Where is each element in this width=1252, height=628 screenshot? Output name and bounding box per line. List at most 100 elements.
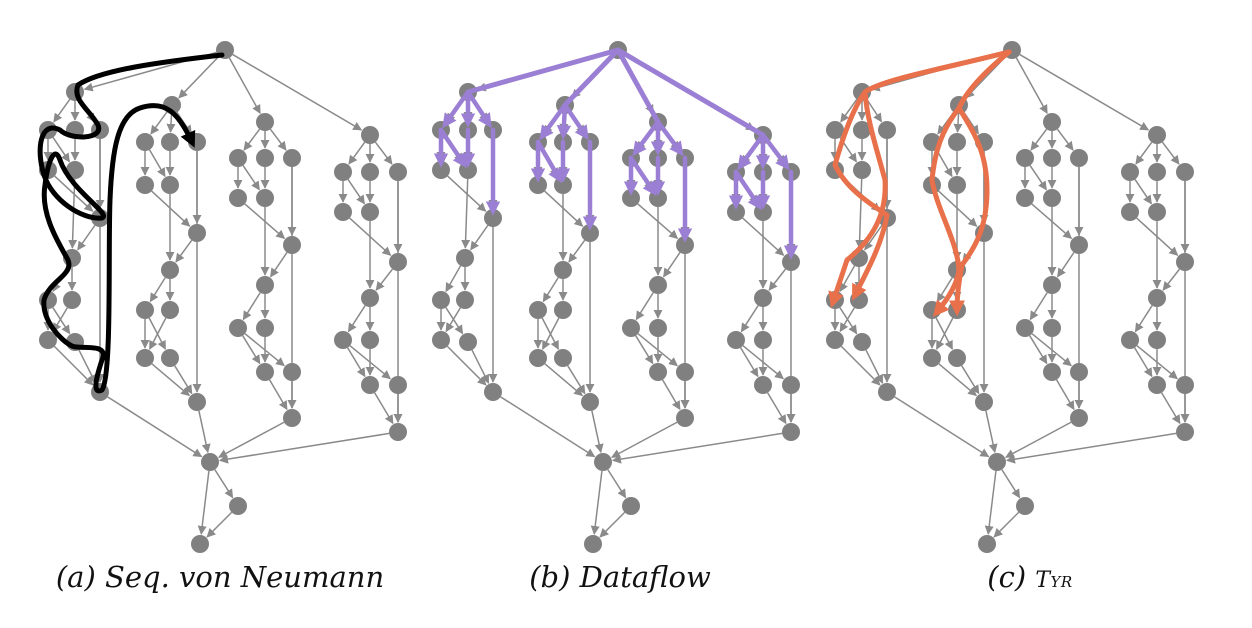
- caption-b-title: Dataflow: [579, 560, 711, 594]
- dag-node: [432, 291, 450, 309]
- dag-edge: [471, 349, 490, 384]
- dag-edge: [68, 178, 78, 249]
- dag-edge: [53, 345, 94, 386]
- dag-edge: [961, 365, 980, 395]
- dag-edge: [269, 252, 288, 278]
- dag-node: [1121, 203, 1139, 221]
- dag-edge: [1056, 252, 1075, 278]
- dag-node: [161, 261, 179, 279]
- dag-node: [948, 349, 966, 367]
- dag-edge: [346, 347, 366, 378]
- dag-edge: [1005, 432, 1177, 464]
- fanout-arrow: [535, 139, 562, 184]
- dag-edge: [567, 365, 586, 395]
- dag-edge: [500, 396, 596, 458]
- dag-node: [948, 176, 966, 194]
- dag-edge: [218, 421, 285, 458]
- dag-edge: [446, 345, 487, 386]
- dag-node: [283, 149, 301, 167]
- dag-node: [554, 261, 572, 279]
- dag-node: [1148, 163, 1166, 181]
- dag-edge: [232, 53, 363, 131]
- dag-edge: [348, 141, 366, 165]
- dag-edge: [768, 268, 787, 291]
- dag-node: [161, 133, 179, 151]
- dag-node: [432, 331, 450, 349]
- dag-edge: [840, 345, 881, 386]
- dag-edge: [445, 307, 464, 335]
- dag-node: [1176, 423, 1194, 441]
- dag-edge: [242, 165, 261, 191]
- caption-c: (c) Tyr: [880, 560, 1180, 604]
- dag-node: [727, 331, 745, 349]
- dag-node: [1176, 376, 1194, 394]
- dag-node: [361, 126, 379, 144]
- dag-edge: [1005, 421, 1072, 458]
- dag-node: [676, 409, 694, 427]
- dag-node: [622, 319, 640, 337]
- dag-node: [978, 535, 996, 553]
- fanout-branch: [615, 47, 661, 125]
- dag-edge: [214, 469, 234, 499]
- dag-edge: [1029, 165, 1048, 191]
- dag-node: [649, 276, 667, 294]
- dag-edge: [1135, 141, 1153, 165]
- dag-node: [649, 319, 667, 337]
- dag-edge: [607, 469, 627, 499]
- dag-node: [754, 376, 772, 394]
- dag-node: [459, 333, 477, 351]
- dag-edge: [839, 307, 858, 335]
- sequential-path-overlay: [37, 52, 225, 394]
- dag-node: [136, 349, 154, 367]
- dag-node: [1043, 189, 1061, 207]
- dag-edge: [840, 98, 858, 123]
- dag-edge: [635, 335, 654, 365]
- dag-node: [66, 161, 84, 179]
- dag-edge: [993, 511, 1020, 538]
- dag-edge: [1161, 141, 1180, 165]
- dag-edge: [269, 128, 287, 151]
- dag-node: [1176, 163, 1194, 181]
- dag-node: [1016, 189, 1034, 207]
- dag-edge: [1015, 57, 1048, 115]
- dag-edge: [544, 363, 584, 397]
- dag-edge: [1162, 268, 1181, 291]
- dag-edge: [1133, 347, 1153, 378]
- dag-node: [229, 149, 247, 167]
- dag-node: [853, 161, 871, 179]
- dag-node: [1148, 203, 1166, 221]
- dag-edge: [77, 224, 96, 251]
- parallel-path: [828, 49, 1012, 309]
- dag-edge: [611, 421, 678, 458]
- dag-edge: [148, 149, 166, 178]
- dag-edge: [228, 57, 261, 115]
- dag-node: [283, 409, 301, 427]
- dag-node: [361, 203, 379, 221]
- dag-edge: [611, 432, 783, 464]
- caption-a: (a) Seq. von Neumann: [30, 560, 410, 604]
- dag-edge: [52, 307, 71, 335]
- dag-edge: [591, 410, 604, 454]
- dag-edge: [739, 347, 759, 378]
- dag-node: [529, 301, 547, 319]
- dag-node: [484, 383, 502, 401]
- dag-node: [923, 349, 941, 367]
- dag-node: [361, 289, 379, 307]
- dag-edge: [839, 265, 856, 293]
- dag-node: [581, 393, 599, 411]
- dag-edge: [244, 333, 285, 367]
- fanout-arrow: [737, 132, 766, 171]
- dag-node: [1016, 149, 1034, 167]
- dag-edge: [166, 113, 176, 133]
- edges: [43, 51, 403, 538]
- dag-node: [334, 203, 352, 221]
- dag-node: [201, 453, 219, 471]
- dag-edge: [1001, 469, 1021, 499]
- nodes: [39, 41, 407, 553]
- dag-node: [361, 331, 379, 349]
- dag-edge: [740, 305, 759, 333]
- fanout-arrow: [733, 169, 762, 211]
- fanout-arrow: [442, 89, 471, 129]
- caption-c-label: (c): [987, 560, 1027, 594]
- fanout-tree-overlay: [433, 47, 799, 260]
